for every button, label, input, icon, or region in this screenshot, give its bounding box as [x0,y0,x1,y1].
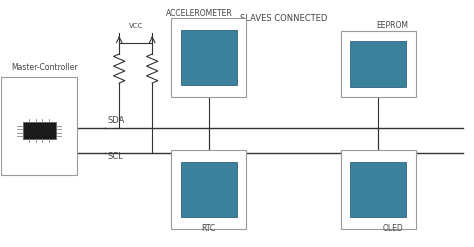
Text: SDA: SDA [108,116,125,125]
Bar [181,30,237,85]
Text: VCC: VCC [128,23,143,29]
Bar [181,162,237,217]
Bar [23,122,55,139]
Bar [350,162,406,217]
Text: Master-Controller: Master-Controller [11,63,77,72]
Text: EEPROM: EEPROM [376,21,409,30]
FancyBboxPatch shape [171,19,246,97]
Text: RTC: RTC [201,224,216,233]
FancyBboxPatch shape [341,31,416,97]
FancyBboxPatch shape [341,150,416,228]
Text: SCL: SCL [108,152,123,161]
FancyBboxPatch shape [1,77,77,175]
Text: OLED: OLED [382,224,403,233]
Text: ACCELEROMETER: ACCELEROMETER [166,9,233,18]
Bar [350,41,406,86]
Text: SLAVES CONNECTED: SLAVES CONNECTED [240,14,328,22]
FancyBboxPatch shape [171,150,246,228]
